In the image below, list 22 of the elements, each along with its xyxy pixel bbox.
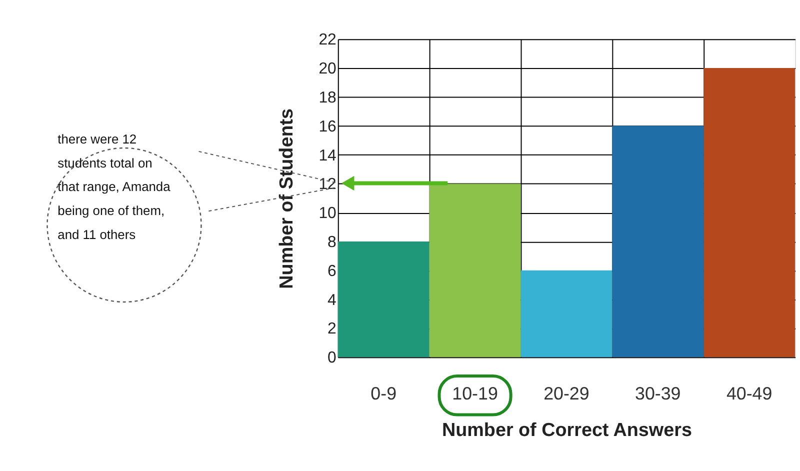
x-tick-label: 0-9 (370, 383, 397, 404)
y-tick-label: 0 (328, 350, 337, 367)
bar (612, 126, 704, 358)
bar (429, 184, 521, 358)
y-tick-label: 8 (328, 234, 337, 251)
bar (520, 270, 612, 358)
y-axis-title: Number of Students (276, 108, 298, 289)
y-tick-label: 6 (328, 262, 337, 280)
text: there were 12 students total on that range, Amanda being one of them, and 11 others (58, 131, 172, 242)
y-tick-label: 20 (318, 60, 337, 78)
x-tick-label: 10-19 (452, 383, 498, 404)
y-tick-label: 18 (318, 89, 337, 106)
bar (704, 68, 796, 358)
x-axis-title: Number of Correct Answers (442, 420, 692, 442)
x-tick-label: 30-39 (635, 383, 681, 404)
x-tick-label: 20-29 (544, 383, 590, 404)
bar (338, 242, 430, 358)
y-tick-label: 16 (318, 118, 337, 136)
y-tick-label: 2 (328, 320, 337, 338)
x-tick-label: 40-49 (726, 383, 772, 404)
y-tick-label: 22 (318, 32, 337, 49)
y-tick-label: 4 (328, 292, 337, 309)
